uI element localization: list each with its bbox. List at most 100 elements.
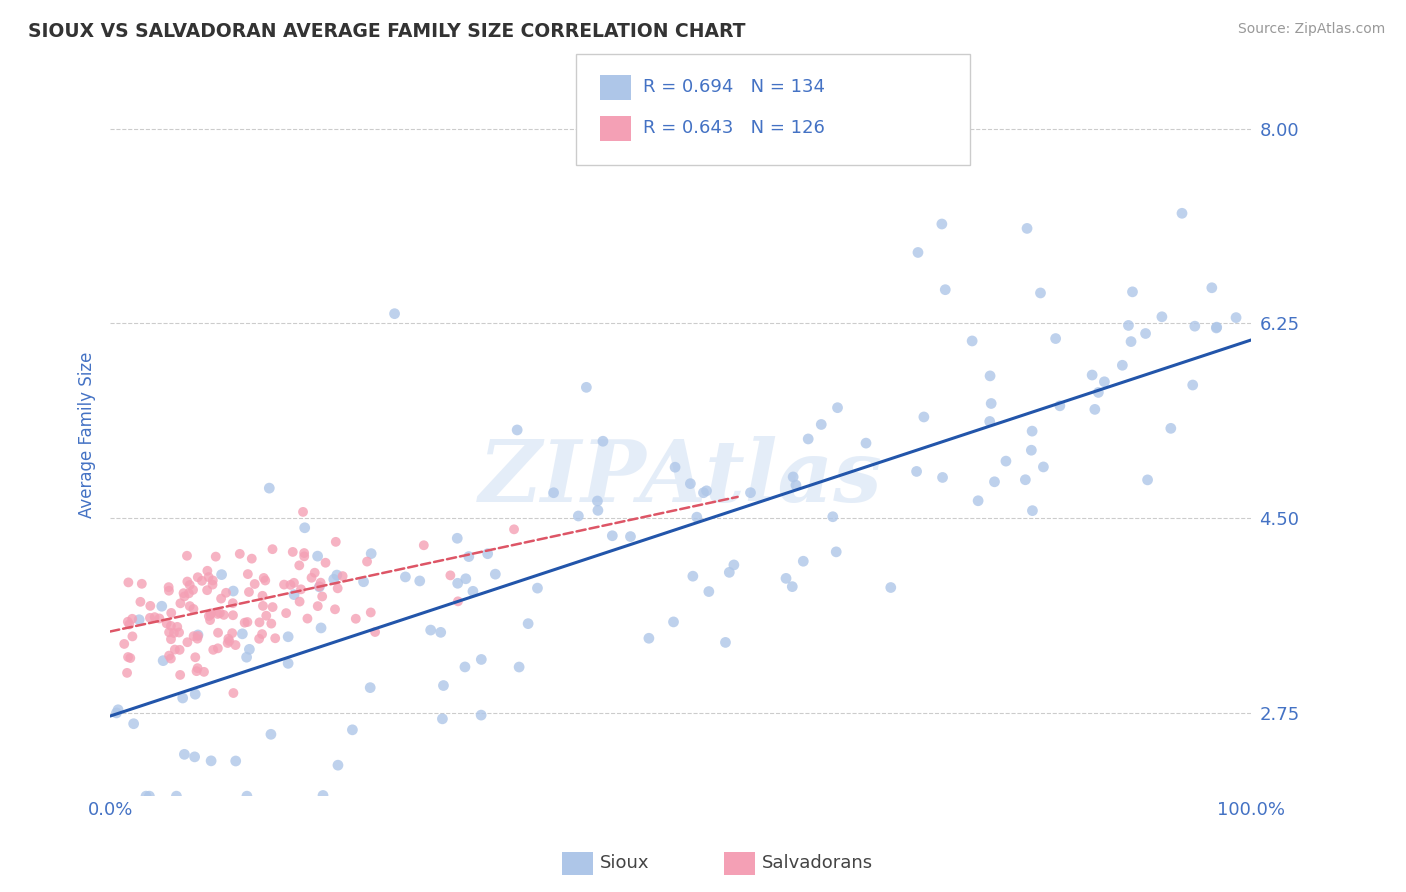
Point xyxy=(931,470,953,484)
Point xyxy=(201,577,224,591)
Point xyxy=(1045,332,1067,346)
Point xyxy=(1205,320,1227,334)
Point xyxy=(262,542,284,557)
Point xyxy=(187,661,209,675)
Point xyxy=(855,436,877,450)
Point xyxy=(1119,334,1142,349)
Point xyxy=(356,555,378,569)
Point xyxy=(332,569,354,583)
Point xyxy=(236,789,259,804)
Point xyxy=(173,590,195,604)
Point xyxy=(225,754,247,768)
Point xyxy=(1160,421,1182,435)
Point xyxy=(686,510,709,524)
Point xyxy=(173,586,195,600)
Point xyxy=(209,591,232,606)
Point xyxy=(342,723,364,737)
Point xyxy=(412,538,434,552)
Point xyxy=(277,657,299,671)
Point xyxy=(157,580,180,594)
Text: Salvadorans: Salvadorans xyxy=(762,855,873,872)
Point xyxy=(323,602,346,616)
Point xyxy=(503,522,526,536)
Point xyxy=(195,564,218,578)
Point xyxy=(543,485,565,500)
Point xyxy=(1032,459,1054,474)
Point xyxy=(283,575,305,590)
Point xyxy=(187,628,209,642)
Point xyxy=(259,481,281,495)
Point xyxy=(160,606,183,620)
Point xyxy=(157,583,180,598)
Point xyxy=(198,613,221,627)
Point xyxy=(129,595,152,609)
Point xyxy=(931,217,953,231)
Point xyxy=(222,584,245,599)
Point xyxy=(169,668,191,682)
Point xyxy=(135,789,157,804)
Point xyxy=(107,703,129,717)
Point xyxy=(821,509,844,524)
Point xyxy=(169,596,191,610)
Point xyxy=(222,608,245,623)
Point xyxy=(326,582,349,596)
Point xyxy=(692,485,714,500)
Point xyxy=(122,716,145,731)
Text: ZIPAtlas: ZIPAtlas xyxy=(478,436,883,520)
Point xyxy=(139,611,162,625)
Point xyxy=(470,708,492,723)
Point xyxy=(152,654,174,668)
Point xyxy=(207,641,229,656)
Point xyxy=(304,566,326,580)
Point xyxy=(238,585,260,599)
Point xyxy=(212,607,235,622)
Point xyxy=(960,334,983,348)
Point xyxy=(454,572,477,586)
Point xyxy=(526,581,548,595)
Point xyxy=(143,610,166,624)
Point xyxy=(163,626,186,640)
Point xyxy=(315,556,337,570)
Point xyxy=(184,687,207,701)
Point xyxy=(1205,321,1227,335)
Point xyxy=(184,650,207,665)
Point xyxy=(446,531,468,545)
Point xyxy=(447,594,470,608)
Point xyxy=(912,409,935,424)
Point xyxy=(176,549,198,563)
Text: SIOUX VS SALVADORAN AVERAGE FAMILY SIZE CORRELATION CHART: SIOUX VS SALVADORAN AVERAGE FAMILY SIZE … xyxy=(28,22,745,41)
Point xyxy=(638,632,661,646)
Point xyxy=(181,582,204,597)
Point xyxy=(233,615,256,630)
Point xyxy=(191,574,214,588)
Point xyxy=(432,679,454,693)
Point xyxy=(508,660,530,674)
Point xyxy=(827,401,849,415)
Text: Source: ZipAtlas.com: Source: ZipAtlas.com xyxy=(1237,22,1385,37)
Point xyxy=(202,642,225,657)
Point xyxy=(662,615,685,629)
Point xyxy=(240,551,263,566)
Point xyxy=(218,633,240,648)
Text: Sioux: Sioux xyxy=(600,855,650,872)
Point xyxy=(172,690,194,705)
Point xyxy=(1135,326,1157,341)
Point xyxy=(177,586,200,600)
Point xyxy=(176,635,198,649)
Point xyxy=(277,630,299,644)
Point xyxy=(165,789,187,804)
Point xyxy=(979,368,1001,383)
Point xyxy=(254,574,277,588)
Point xyxy=(439,568,461,582)
Point xyxy=(1150,310,1173,324)
Point xyxy=(1021,443,1043,458)
Point xyxy=(283,588,305,602)
Point xyxy=(983,475,1005,489)
Point xyxy=(198,609,221,624)
Point xyxy=(238,642,260,657)
Point xyxy=(292,546,315,560)
Point xyxy=(247,632,270,646)
Point xyxy=(187,629,209,643)
Point xyxy=(592,434,614,449)
Point xyxy=(173,747,195,762)
